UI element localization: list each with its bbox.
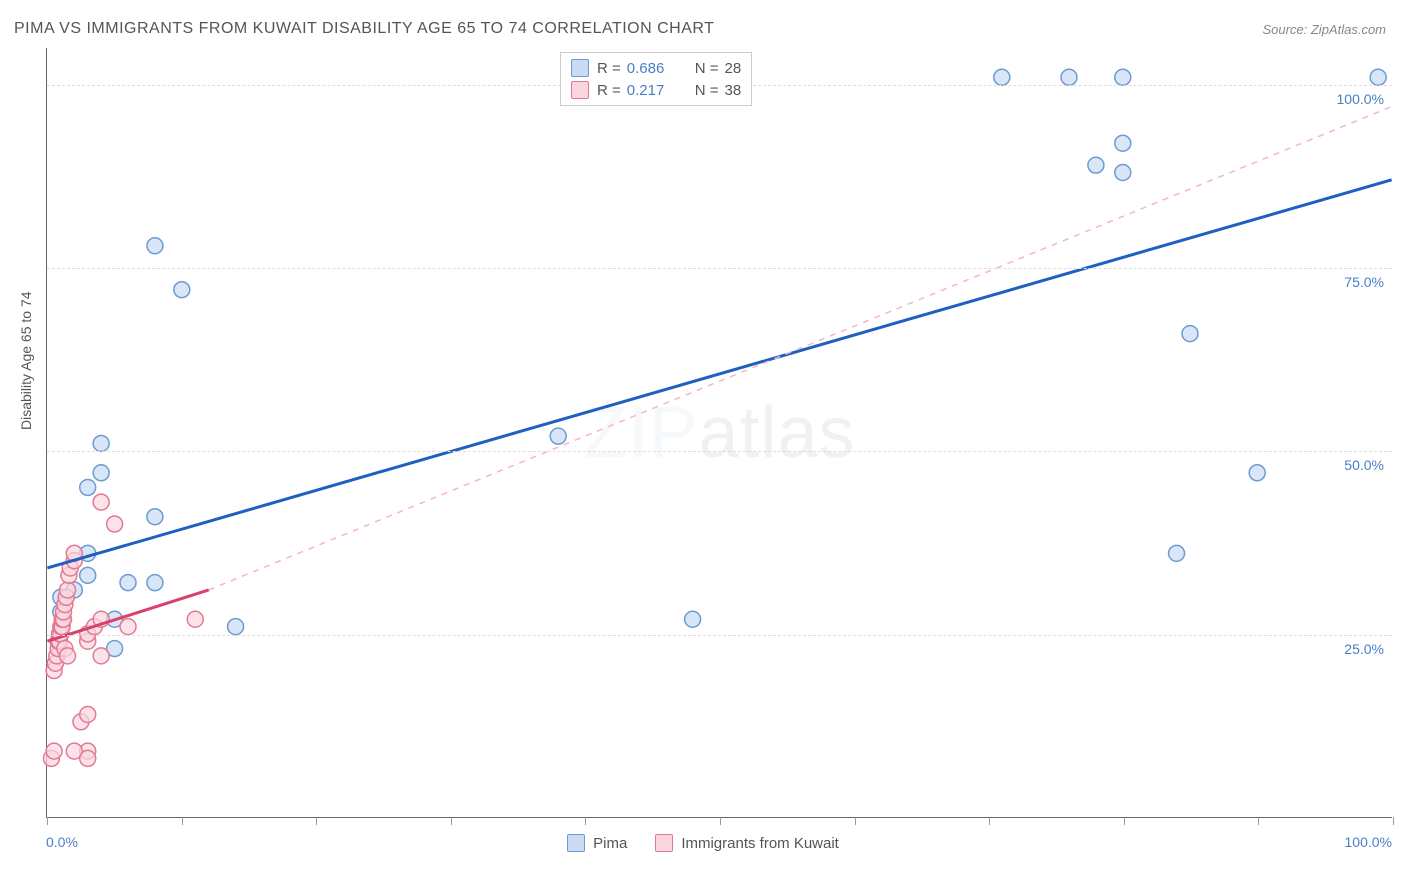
data-point: [187, 611, 203, 627]
plot-area: ZIPatlas 25.0%50.0%75.0%100.0%: [46, 48, 1392, 818]
legend-label: Immigrants from Kuwait: [681, 835, 839, 852]
chart-container: PIMA VS IMMIGRANTS FROM KUWAIT DISABILIT…: [0, 0, 1406, 892]
data-point: [147, 238, 163, 254]
data-point: [93, 435, 109, 451]
data-point: [1370, 69, 1386, 85]
data-point: [93, 465, 109, 481]
regression-line: [47, 180, 1391, 568]
data-point: [1088, 157, 1104, 173]
data-point: [147, 575, 163, 591]
source-attribution: Source: ZipAtlas.com: [1262, 22, 1386, 37]
data-point: [994, 69, 1010, 85]
stats-legend-row: R = 0.217 N = 38: [571, 79, 741, 101]
n-value: 38: [725, 82, 742, 99]
data-point: [228, 619, 244, 635]
data-point: [93, 494, 109, 510]
data-point: [1249, 465, 1265, 481]
data-point: [120, 575, 136, 591]
legend-swatch: [571, 81, 589, 99]
gridline: [47, 268, 1392, 269]
x-tick: [47, 817, 48, 825]
n-label: N =: [695, 82, 719, 99]
x-tick: [585, 817, 586, 825]
data-point: [80, 567, 96, 583]
y-tick-label: 50.0%: [1344, 457, 1384, 473]
data-point: [107, 516, 123, 532]
data-point: [1169, 545, 1185, 561]
legend-swatch: [571, 59, 589, 77]
data-point: [1115, 135, 1131, 151]
x-tick: [720, 817, 721, 825]
legend-swatch: [655, 834, 673, 852]
data-point: [93, 648, 109, 664]
y-tick-label: 75.0%: [1344, 274, 1384, 290]
r-label: R =: [597, 60, 621, 77]
data-point: [174, 282, 190, 298]
data-point: [1182, 326, 1198, 342]
y-tick-label: 100.0%: [1337, 91, 1384, 107]
data-point: [46, 743, 62, 759]
legend-item: Pima: [567, 834, 627, 852]
data-point: [685, 611, 701, 627]
scatter-plot-svg: [47, 48, 1392, 817]
x-tick: [1393, 817, 1394, 825]
r-value: 0.217: [627, 82, 677, 99]
n-label: N =: [695, 60, 719, 77]
data-point: [1061, 69, 1077, 85]
legend-label: Pima: [593, 835, 627, 852]
regression-extrapolation: [209, 107, 1392, 590]
stats-legend-row: R = 0.686 N = 28: [571, 57, 741, 79]
n-value: 28: [725, 60, 742, 77]
data-point: [60, 648, 76, 664]
chart-title: PIMA VS IMMIGRANTS FROM KUWAIT DISABILIT…: [14, 20, 714, 38]
data-point: [120, 619, 136, 635]
data-point: [147, 509, 163, 525]
x-tick: [451, 817, 452, 825]
y-axis-label: Disability Age 65 to 74: [18, 291, 34, 430]
legend-swatch: [567, 834, 585, 852]
data-point: [1115, 165, 1131, 181]
r-label: R =: [597, 82, 621, 99]
gridline: [47, 451, 1392, 452]
data-point: [80, 479, 96, 495]
y-tick-label: 25.0%: [1344, 641, 1384, 657]
data-point: [60, 582, 76, 598]
series-legend: Pima Immigrants from Kuwait: [0, 834, 1406, 852]
x-tick: [316, 817, 317, 825]
x-tick: [1124, 817, 1125, 825]
x-tick: [989, 817, 990, 825]
data-point: [550, 428, 566, 444]
x-tick: [182, 817, 183, 825]
data-point: [80, 750, 96, 766]
legend-item: Immigrants from Kuwait: [655, 834, 839, 852]
data-point: [1115, 69, 1131, 85]
x-tick: [855, 817, 856, 825]
stats-legend: R = 0.686 N = 28 R = 0.217 N = 38: [560, 52, 752, 106]
x-tick: [1258, 817, 1259, 825]
data-point: [80, 706, 96, 722]
gridline: [47, 635, 1392, 636]
r-value: 0.686: [627, 60, 677, 77]
